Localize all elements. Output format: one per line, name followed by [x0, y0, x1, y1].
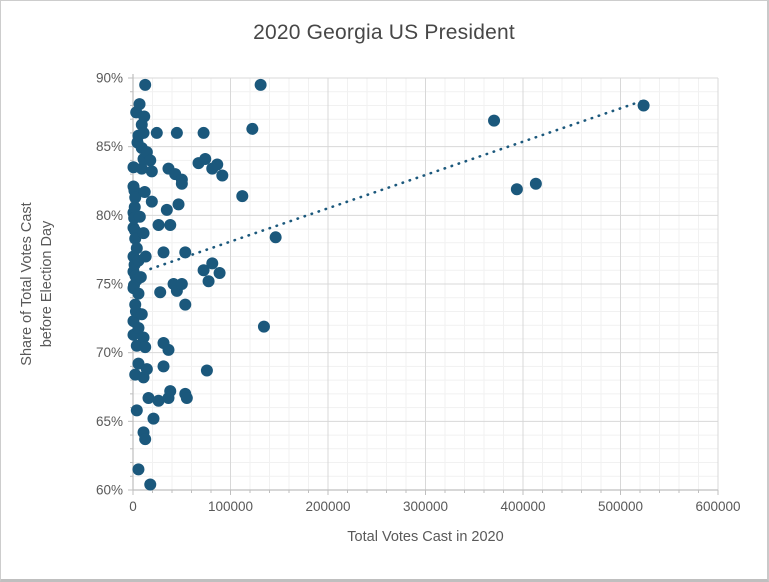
y-tick-label: 70%	[96, 345, 123, 360]
data-point	[175, 177, 188, 190]
data-point	[206, 257, 219, 270]
data-point	[130, 242, 143, 255]
data-point	[180, 391, 193, 404]
data-point	[132, 287, 145, 300]
data-point	[637, 99, 650, 112]
data-point	[254, 78, 267, 91]
data-point	[135, 308, 148, 321]
trendline	[149, 100, 643, 271]
data-point	[152, 394, 165, 407]
data-point	[145, 165, 158, 178]
y-tick-label: 60%	[96, 483, 123, 498]
data-point	[510, 183, 523, 196]
data-point	[142, 391, 155, 404]
x-tick-label: 500000	[598, 499, 643, 514]
data-point	[138, 185, 151, 198]
data-point	[137, 331, 150, 344]
data-point	[132, 463, 145, 476]
data-point	[160, 203, 173, 216]
data-point	[133, 210, 146, 223]
x-tick-label: 600000	[695, 499, 740, 514]
data-point	[133, 98, 146, 111]
data-point	[164, 385, 177, 398]
data-point	[132, 321, 145, 334]
y-tick-label: 75%	[96, 277, 123, 292]
data-point	[139, 78, 152, 91]
data-point	[211, 158, 224, 171]
data-point	[152, 218, 165, 231]
data-point	[164, 218, 177, 231]
data-point	[157, 246, 170, 259]
data-point	[137, 227, 150, 240]
data-point	[216, 169, 229, 182]
data-point	[179, 246, 192, 259]
x-axis-title: Total Votes Cast in 2020	[347, 529, 504, 545]
data-point	[269, 231, 282, 244]
x-tick-label: 0	[129, 499, 137, 514]
data-point	[197, 264, 210, 277]
data-point	[213, 267, 226, 280]
data-point	[179, 298, 192, 311]
x-tick-label: 300000	[403, 499, 448, 514]
data-point	[488, 114, 501, 127]
data-point	[199, 153, 212, 166]
chart-title: 2020 Georgia US President	[253, 21, 515, 44]
data-point	[202, 275, 215, 288]
y-axis-title-line2: before Election Day	[39, 220, 55, 348]
data-point	[137, 126, 150, 139]
data-point	[128, 201, 141, 214]
y-tick-label: 90%	[96, 71, 123, 86]
data-point	[157, 360, 170, 373]
data-point	[154, 286, 167, 299]
data-point	[135, 162, 148, 175]
data-point	[170, 126, 183, 139]
data-point	[134, 271, 147, 284]
data-point	[175, 278, 188, 290]
data-point	[162, 343, 175, 356]
data-point	[197, 126, 210, 139]
y-axis-title: Share of Total Votes Cast before Electio…	[17, 134, 57, 434]
x-tick-label: 200000	[305, 499, 350, 514]
data-point	[130, 404, 143, 417]
data-point	[144, 154, 157, 167]
data-point	[139, 341, 152, 354]
y-tick-label: 85%	[96, 139, 123, 154]
data-point	[139, 433, 152, 446]
data-point	[144, 478, 157, 491]
x-tick-label: 100000	[208, 499, 253, 514]
data-point	[147, 412, 160, 425]
data-point	[257, 320, 270, 333]
data-point	[140, 363, 153, 376]
data-point	[236, 190, 249, 203]
data-point	[172, 198, 185, 211]
data-point	[200, 364, 213, 377]
data-point	[129, 191, 142, 204]
x-tick-label: 400000	[500, 499, 545, 514]
data-point	[139, 250, 152, 263]
data-point	[529, 177, 542, 190]
data-point	[145, 195, 158, 208]
y-tick-label: 80%	[96, 208, 123, 223]
data-point	[246, 122, 259, 135]
y-axis-title-line1: Share of Total Votes Cast	[19, 202, 35, 366]
y-tick-label: 65%	[96, 414, 123, 429]
data-point	[150, 126, 163, 139]
data-point	[138, 110, 151, 123]
